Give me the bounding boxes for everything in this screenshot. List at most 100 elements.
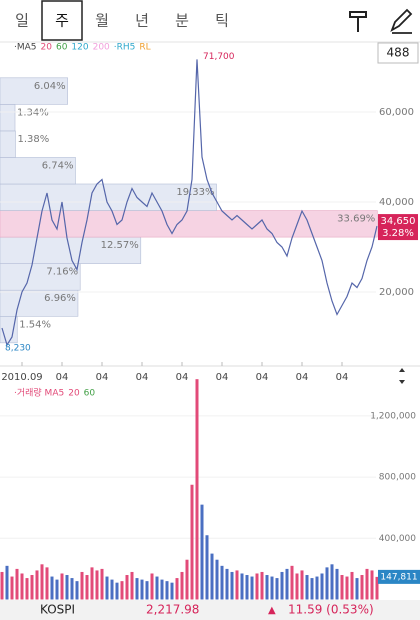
volume-bar bbox=[0, 571, 4, 600]
volume-tick-label: 1,200,000 bbox=[370, 411, 416, 421]
volume-bar bbox=[75, 581, 79, 600]
price-line bbox=[1, 59, 378, 347]
volume-bar bbox=[310, 578, 314, 600]
y-tick-label: 60,000 bbox=[379, 107, 414, 118]
last-volume-box bbox=[378, 569, 420, 584]
volume-bar bbox=[120, 581, 124, 600]
volume-bar bbox=[340, 575, 344, 600]
x-tick-label: 04 bbox=[336, 372, 349, 383]
volume-bar bbox=[90, 567, 94, 600]
volume-bar bbox=[295, 573, 299, 600]
volume-bar bbox=[275, 578, 279, 600]
volume-bar bbox=[315, 576, 319, 600]
tab-selected-box bbox=[41, 0, 83, 41]
legend-entry: 120 bbox=[71, 43, 88, 53]
volume-bar bbox=[305, 575, 309, 600]
x-tick-label: 04 bbox=[256, 372, 269, 383]
volume-bar bbox=[300, 570, 304, 600]
volume-bar bbox=[145, 581, 149, 600]
volume-bar bbox=[160, 579, 164, 600]
volume-bar bbox=[250, 576, 254, 600]
volume-bar bbox=[135, 578, 139, 600]
footer-index: KOSPI bbox=[40, 603, 75, 617]
volume-bar bbox=[200, 504, 204, 600]
volume-bar bbox=[85, 575, 89, 600]
volume-bar bbox=[225, 568, 229, 600]
tab[interactable]: 일 bbox=[15, 12, 29, 30]
volume-bar bbox=[345, 576, 349, 600]
profile-label: 1.38% bbox=[17, 134, 49, 145]
tab-bar bbox=[0, 0, 420, 42]
x-tick-label: 04 bbox=[296, 372, 309, 383]
profile-label: 12.57% bbox=[101, 240, 139, 251]
x-tick-label: 04 bbox=[56, 372, 69, 383]
volume-bar bbox=[100, 568, 104, 600]
x-tick-label: 04 bbox=[216, 372, 229, 383]
footer-value: 2,217.98 bbox=[146, 603, 199, 617]
volume-bar bbox=[325, 567, 329, 600]
legend-entry: 200 bbox=[93, 43, 110, 53]
profile-label: 33.69% bbox=[337, 214, 375, 225]
legend-entry: 60 bbox=[56, 43, 68, 53]
profile-label: 6.96% bbox=[44, 293, 76, 304]
volume-bar bbox=[330, 564, 334, 600]
volume-bar bbox=[175, 578, 179, 600]
volume-bar bbox=[185, 559, 189, 600]
high-label: 71,700 bbox=[203, 52, 235, 62]
volume-bar bbox=[40, 564, 44, 600]
legend-entry: ·MA5 bbox=[14, 43, 37, 53]
volume-bar bbox=[370, 570, 374, 600]
legend-entry: ·RH5 bbox=[114, 43, 136, 53]
profile-label: 7.16% bbox=[46, 267, 78, 278]
volume-bar bbox=[10, 576, 14, 600]
volume-bar bbox=[210, 553, 214, 600]
profile-label: 1.34% bbox=[17, 107, 49, 118]
volume-bar bbox=[5, 565, 9, 600]
volume-bar bbox=[80, 571, 84, 600]
volume-profile-bar bbox=[0, 236, 142, 264]
volume-legend-entry: 60 bbox=[84, 389, 96, 399]
tab[interactable]: 주 bbox=[55, 12, 69, 30]
volume-bar bbox=[365, 568, 369, 600]
volume-bar bbox=[350, 571, 354, 600]
volume-bar bbox=[255, 573, 259, 600]
volume-bar bbox=[240, 573, 244, 600]
volume-bar bbox=[355, 578, 359, 600]
volume-bar bbox=[105, 576, 109, 600]
tab[interactable]: 틱 bbox=[215, 12, 229, 30]
volume-bar bbox=[265, 575, 269, 600]
volume-bar bbox=[150, 573, 154, 600]
volume-bar bbox=[95, 570, 99, 600]
volume-bar bbox=[35, 570, 39, 600]
current-price: 34,650 bbox=[381, 216, 416, 227]
indicator-icon[interactable] bbox=[349, 11, 367, 32]
draw-icon[interactable] bbox=[390, 8, 413, 34]
x-tick-label: 04 bbox=[96, 372, 109, 383]
tab[interactable]: 월 bbox=[95, 12, 109, 30]
volume-bar bbox=[195, 379, 199, 600]
tab[interactable]: 년 bbox=[135, 12, 149, 30]
volume-bar bbox=[245, 575, 249, 600]
volume-bar bbox=[110, 579, 114, 600]
current-price-box bbox=[378, 214, 418, 241]
volume-bar bbox=[50, 576, 54, 600]
volume-bar bbox=[170, 582, 174, 600]
last-volume: 147,811 bbox=[380, 572, 417, 582]
resize-handle[interactable] bbox=[399, 368, 405, 384]
volume-bar bbox=[55, 579, 59, 600]
volume-bar bbox=[155, 576, 159, 600]
volume-bar bbox=[215, 559, 219, 600]
volume-bar bbox=[15, 568, 19, 600]
volume-profile-bar bbox=[0, 183, 217, 211]
volume-bar bbox=[30, 575, 34, 600]
volume-bar bbox=[335, 568, 339, 600]
volume-bar bbox=[320, 573, 324, 600]
tab[interactable]: 분 bbox=[175, 12, 189, 30]
footer-arrow: ▲ bbox=[268, 605, 276, 616]
footer-bar bbox=[0, 600, 420, 620]
volume-bar bbox=[190, 484, 194, 600]
volume-bar bbox=[360, 575, 364, 600]
volume-bar bbox=[70, 578, 74, 600]
volume-bar bbox=[125, 575, 129, 600]
